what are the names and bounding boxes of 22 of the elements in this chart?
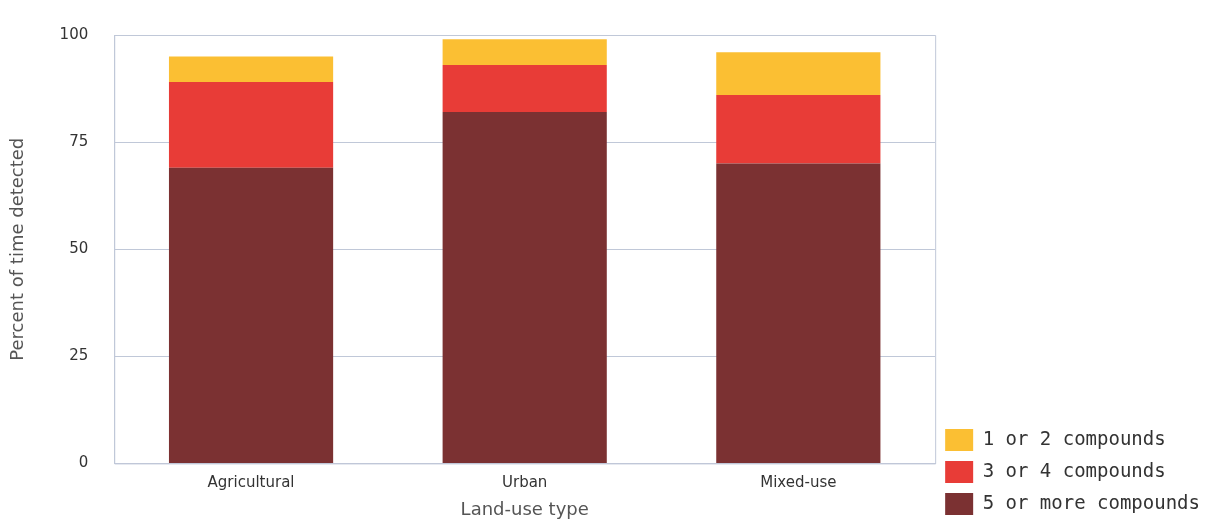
legend-label: 1 or 2 compounds xyxy=(982,426,1166,449)
y-tick-label: 100 xyxy=(59,24,89,43)
bar xyxy=(716,52,881,95)
bar xyxy=(716,94,881,164)
legend-label: 3 or 4 compounds xyxy=(982,458,1166,481)
x-tick-label: Mixed-use xyxy=(760,473,837,492)
y-tick-label: 50 xyxy=(69,239,89,258)
bar xyxy=(442,39,607,65)
bar xyxy=(168,167,334,463)
bar xyxy=(168,56,334,83)
y-axis-title: Percent of time detected xyxy=(6,137,28,361)
bar xyxy=(168,82,334,168)
legend-label: 5 or more compounds xyxy=(982,490,1200,513)
y-tick-label: 0 xyxy=(78,453,89,472)
x-tick-label: Urban xyxy=(502,473,548,492)
y-tick-label: 75 xyxy=(69,131,89,150)
x-axis-title: Land-use type xyxy=(460,497,589,519)
x-tick-label: Agricultural xyxy=(207,473,295,492)
y-tick-label: 25 xyxy=(69,346,89,365)
bar xyxy=(716,163,881,463)
bar xyxy=(442,112,607,463)
bar xyxy=(442,64,607,113)
